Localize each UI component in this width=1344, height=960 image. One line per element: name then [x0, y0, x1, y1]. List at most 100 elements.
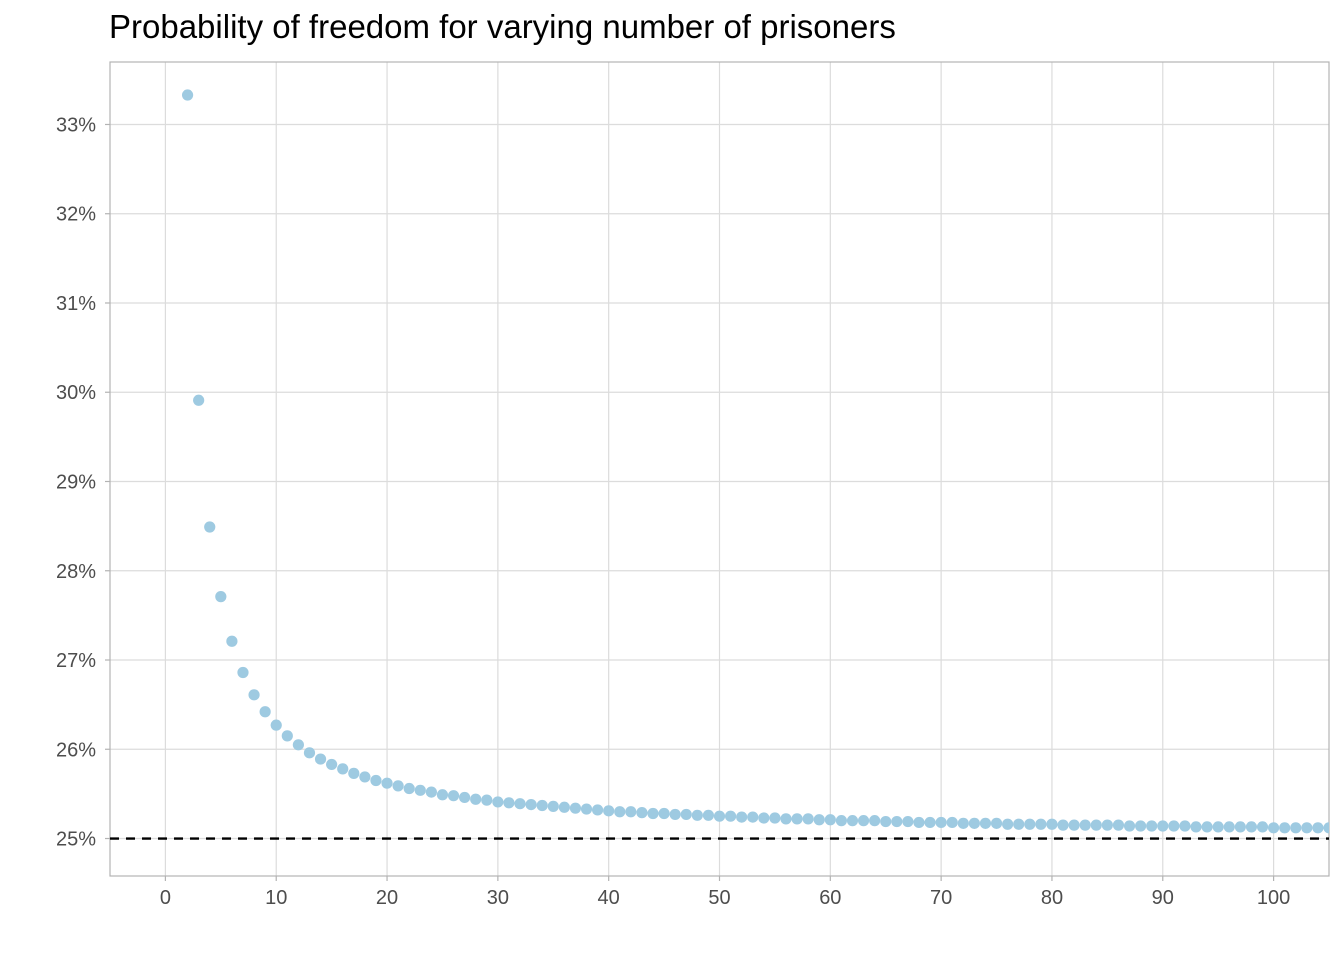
data-point [1312, 822, 1324, 834]
data-point [248, 689, 260, 701]
data-point [492, 796, 504, 808]
data-point [181, 89, 194, 101]
x-tick-label: 10 [265, 887, 287, 909]
data-point [835, 815, 848, 827]
data-point [758, 812, 770, 824]
data-point [924, 816, 936, 829]
data-point [1179, 820, 1191, 832]
data-point [1301, 822, 1313, 834]
data-point [204, 521, 216, 533]
data-point [270, 719, 282, 731]
data-point [603, 805, 615, 817]
data-point [259, 706, 271, 718]
data-point [525, 798, 537, 811]
data-point [481, 794, 493, 806]
data-point [1323, 822, 1329, 834]
data-point [1079, 819, 1091, 831]
data-point [990, 817, 1003, 829]
data-point [1024, 818, 1036, 830]
y-tick-label: 29% [56, 471, 96, 493]
data-point [769, 812, 781, 824]
x-tick-label: 100 [1257, 887, 1290, 909]
x-tick-label: 40 [598, 887, 620, 909]
data-point [580, 803, 593, 815]
data-point [913, 816, 925, 829]
data-point [337, 763, 349, 775]
data-point [791, 813, 803, 825]
data-point [957, 817, 969, 829]
data-point [724, 810, 737, 822]
y-tick-label: 28% [56, 561, 96, 583]
data-point [1112, 819, 1125, 831]
data-point [1057, 819, 1069, 831]
x-tick-label: 90 [1152, 887, 1174, 909]
y-tick-label: 31% [56, 293, 96, 315]
data-point [736, 811, 748, 823]
x-tick-label: 30 [487, 887, 509, 909]
y-tick-label: 25% [56, 829, 96, 851]
data-point [281, 730, 293, 742]
x-tick-label: 60 [819, 887, 841, 909]
data-point [669, 808, 681, 821]
data-point [802, 813, 814, 825]
data-point [237, 666, 249, 679]
data-point [658, 807, 670, 820]
data-point [824, 814, 836, 826]
data-point [1146, 820, 1158, 832]
data-point [303, 747, 316, 759]
data-point [869, 815, 881, 827]
data-point [1201, 821, 1213, 833]
data-point [968, 817, 980, 829]
data-point [1279, 822, 1291, 834]
data-point [381, 777, 393, 789]
data-point [1035, 818, 1047, 830]
data-point [1290, 822, 1302, 834]
data-point [348, 767, 360, 779]
data-point [1223, 821, 1235, 833]
data-point [1013, 818, 1025, 830]
data-point [1256, 821, 1269, 833]
data-point [636, 807, 648, 819]
data-point [314, 753, 327, 765]
data-point [514, 798, 526, 810]
data-point [592, 804, 604, 816]
data-point [569, 802, 582, 814]
data-point [447, 790, 460, 802]
data-point [1190, 821, 1202, 833]
y-tick-label: 30% [56, 382, 96, 404]
data-point [425, 786, 437, 798]
data-point [625, 806, 637, 818]
data-point [1002, 818, 1014, 830]
data-point [1245, 821, 1258, 833]
data-point [536, 799, 548, 812]
data-point [1157, 820, 1169, 832]
x-tick-label: 20 [376, 887, 398, 909]
data-point [403, 782, 415, 795]
x-tick-label: 0 [160, 887, 171, 909]
data-point [691, 809, 703, 821]
data-point [1212, 821, 1224, 833]
data-point [614, 806, 626, 818]
data-point [1046, 818, 1058, 830]
y-tick-label: 26% [56, 739, 96, 761]
x-tick-label: 80 [1041, 887, 1063, 909]
data-point [470, 793, 482, 805]
data-point [503, 797, 515, 809]
data-point [946, 816, 958, 829]
data-point [846, 815, 859, 827]
x-tick-label: 50 [708, 887, 730, 909]
data-point [1168, 820, 1180, 832]
data-point [414, 784, 426, 796]
data-point [547, 800, 559, 812]
data-point [902, 815, 914, 828]
data-point [226, 635, 238, 647]
data-point [370, 774, 382, 787]
data-point [359, 771, 371, 783]
chart-title: Probability of freedom for varying numbe… [109, 8, 896, 45]
x-tick-label: 70 [930, 887, 952, 909]
y-tick-label: 27% [56, 650, 96, 672]
data-point [326, 758, 338, 771]
data-point [747, 811, 759, 823]
data-point [1090, 819, 1102, 831]
data-point [1123, 820, 1136, 832]
